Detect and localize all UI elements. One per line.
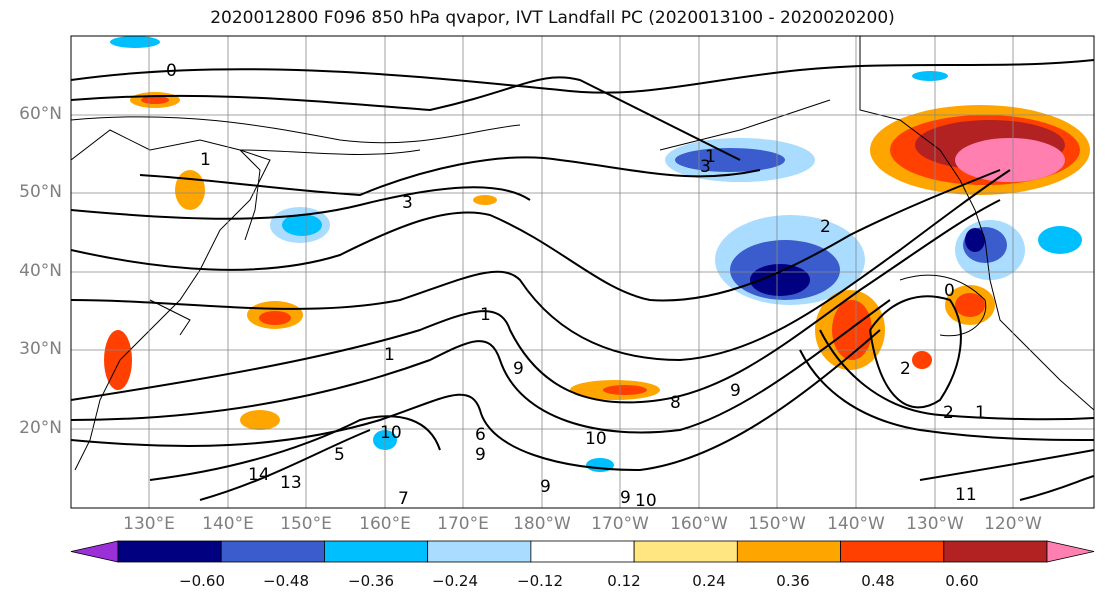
shade-patch bbox=[104, 330, 132, 390]
contour-label: 10 bbox=[380, 423, 402, 443]
contour-label: 2 bbox=[900, 359, 911, 379]
contour-label: 13 bbox=[280, 473, 302, 493]
colorbar-tick-label: 0.60 bbox=[945, 572, 979, 590]
contour-label: 9 bbox=[475, 445, 486, 465]
contour-label: 2 bbox=[820, 217, 831, 237]
colorbar-bin bbox=[427, 540, 532, 563]
longitude-label: 170°E bbox=[437, 514, 489, 534]
colorbar-extend-high bbox=[1046, 540, 1095, 563]
contour-label: 8 bbox=[670, 393, 681, 413]
colorbar-tick-label: −0.60 bbox=[179, 572, 225, 590]
longitude-label: 180°W bbox=[513, 514, 571, 534]
contour-label: 3 bbox=[700, 157, 711, 177]
contour-label: 9 bbox=[620, 488, 631, 508]
colorbar-bin bbox=[117, 540, 222, 563]
contour-label: 1 bbox=[200, 150, 211, 170]
longitude-label: 150°W bbox=[748, 514, 806, 534]
colorbar-bin bbox=[324, 540, 429, 563]
shade-patch bbox=[1038, 226, 1082, 254]
contour-label: 1 bbox=[480, 305, 491, 325]
contour-label: 5 bbox=[334, 445, 345, 465]
colorbar-bin bbox=[840, 540, 945, 563]
longitude-label: 160°E bbox=[359, 514, 411, 534]
colorbar-bin bbox=[633, 540, 738, 563]
contour-label: 3 bbox=[402, 193, 413, 213]
contour-label: 14 bbox=[248, 465, 270, 485]
shade-patch bbox=[955, 138, 1065, 182]
shade-patch bbox=[965, 228, 985, 252]
colorbar-tick-label: 0.12 bbox=[607, 572, 641, 590]
colorbar-bin bbox=[220, 540, 325, 563]
shade-patch bbox=[955, 293, 985, 317]
longitude-label: 150°E bbox=[280, 514, 332, 534]
shade-patch bbox=[675, 148, 785, 172]
shade-patch bbox=[240, 410, 280, 430]
longitude-label: 170°W bbox=[591, 514, 649, 534]
contour-label: 2 bbox=[943, 403, 954, 423]
contour-label: 11 bbox=[955, 485, 977, 505]
shade-patch bbox=[912, 351, 932, 369]
contour-label: 1 bbox=[705, 147, 716, 167]
colorbar-tick-label: 0.48 bbox=[861, 572, 895, 590]
colorbar-tick-label: 0.24 bbox=[692, 572, 726, 590]
ivt-contours bbox=[71, 59, 1094, 501]
contour-label: 9 bbox=[540, 477, 551, 497]
contour-label: 10 bbox=[635, 491, 657, 511]
colorbar-tick-label: −0.24 bbox=[432, 572, 478, 590]
longitude-label: 140°W bbox=[827, 514, 885, 534]
shade-patch bbox=[110, 36, 160, 48]
map-title: 2020012800 F096 850 hPa qvapor, IVT Land… bbox=[210, 8, 895, 28]
latitude-label: 40°N bbox=[19, 261, 62, 281]
latitude-label: 50°N bbox=[19, 182, 62, 202]
colorbar-bin bbox=[530, 540, 635, 563]
shade-patch bbox=[603, 385, 647, 395]
contour-label: 10 bbox=[585, 429, 607, 449]
shade-patch bbox=[473, 195, 497, 205]
graticule bbox=[71, 36, 1094, 508]
latitude-label: 60°N bbox=[19, 104, 62, 124]
contour-label: 9 bbox=[513, 359, 524, 379]
contour-label-group: 0 1 1 2 3 3 6 9 9 9 9 10 10 10 11 13 14 … bbox=[166, 61, 986, 511]
shade-patch bbox=[175, 170, 205, 210]
longitude-label: 120°W bbox=[984, 514, 1042, 534]
shade-patch bbox=[832, 300, 872, 360]
shade-patch bbox=[259, 311, 291, 325]
colorbar-extend-low bbox=[70, 540, 119, 563]
colorbar-tick-label: −0.36 bbox=[348, 572, 394, 590]
colorbar-tick-label: −0.12 bbox=[517, 572, 563, 590]
colorbar-bin bbox=[736, 540, 841, 563]
contour-label: 0 bbox=[166, 61, 177, 81]
contour-label: 9 bbox=[730, 381, 741, 401]
shade-patch bbox=[282, 214, 322, 236]
colorbar bbox=[70, 540, 1095, 563]
latitude-label: 30°N bbox=[19, 339, 62, 359]
shade-patch bbox=[912, 71, 948, 81]
contour-label: 0 bbox=[944, 281, 955, 301]
longitude-label: 160°W bbox=[670, 514, 728, 534]
contour-label: 7 bbox=[398, 489, 409, 509]
contour-label: 1 bbox=[975, 403, 986, 423]
colorbar-tick-label: 0.36 bbox=[776, 572, 810, 590]
shade-patch bbox=[141, 96, 169, 104]
ivt-contours-thin bbox=[71, 116, 987, 337]
latitude-label: 20°N bbox=[19, 418, 62, 438]
longitude-label: 140°E bbox=[202, 514, 254, 534]
colorbar-tick-label: −0.48 bbox=[263, 572, 309, 590]
contour-label: 1 bbox=[384, 345, 395, 365]
longitude-label: 130°E bbox=[123, 514, 175, 534]
longitude-label: 130°W bbox=[906, 514, 964, 534]
coastlines bbox=[71, 36, 1094, 471]
colorbar-bin bbox=[943, 540, 1048, 563]
contour-label: 6 bbox=[475, 425, 486, 445]
